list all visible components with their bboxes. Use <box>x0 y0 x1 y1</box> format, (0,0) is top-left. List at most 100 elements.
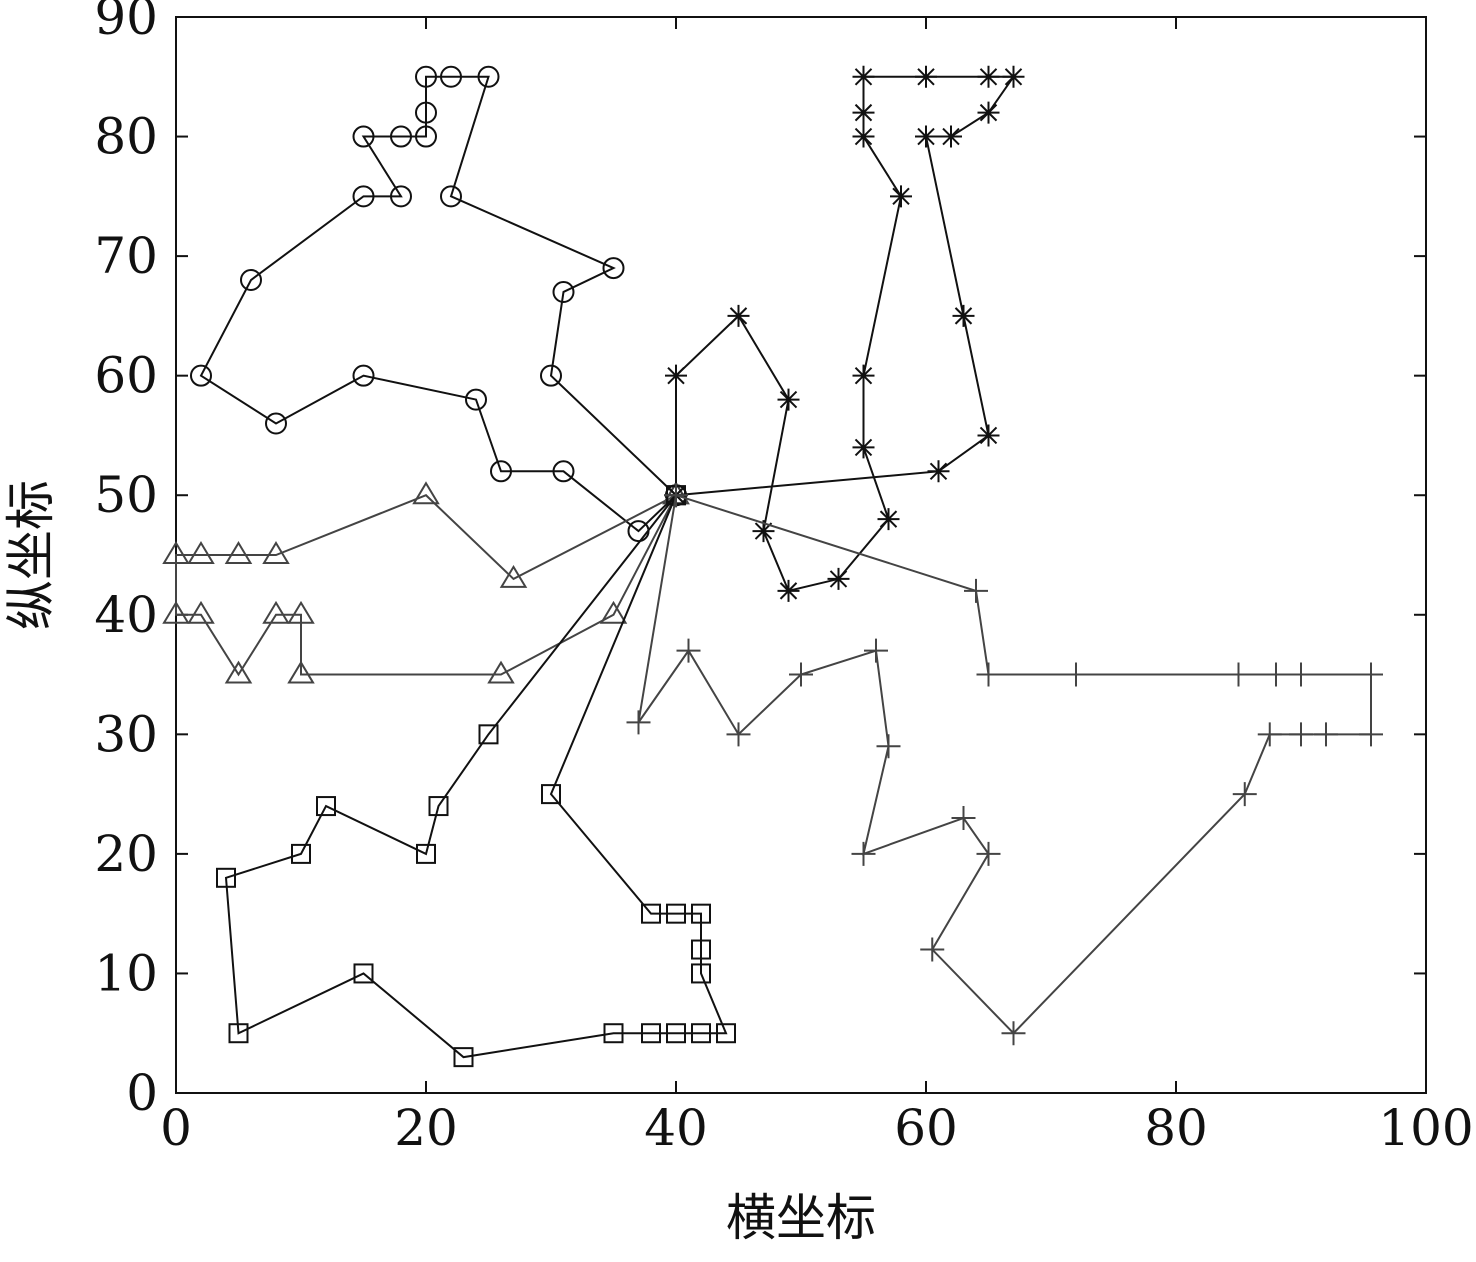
marker <box>187 541 215 564</box>
marker <box>852 436 875 459</box>
marker <box>353 963 374 984</box>
marker <box>1002 65 1025 88</box>
y-tick-label: 0 <box>126 1064 158 1122</box>
marker <box>390 185 412 208</box>
marker <box>777 388 800 411</box>
marker <box>162 600 190 624</box>
marker <box>915 125 937 148</box>
marker <box>851 841 876 866</box>
marker <box>691 963 711 984</box>
marker <box>666 903 686 924</box>
marker <box>162 541 190 564</box>
marker <box>603 1023 624 1044</box>
marker <box>920 937 945 962</box>
marker <box>428 796 449 817</box>
marker <box>187 600 215 624</box>
x-tick-label: 80 <box>1144 1099 1208 1157</box>
marker <box>951 806 976 831</box>
marker <box>415 65 437 88</box>
marker <box>976 662 1001 687</box>
marker <box>487 660 515 684</box>
marker <box>352 125 375 148</box>
marker <box>1359 662 1383 687</box>
marker <box>852 101 875 124</box>
marker <box>552 460 575 483</box>
marker <box>390 125 412 148</box>
marker <box>964 578 988 603</box>
marker <box>641 903 661 924</box>
marker <box>977 65 1000 88</box>
marker <box>641 1023 661 1044</box>
marker <box>626 710 651 735</box>
x-axis-label: 横坐标 <box>726 1189 876 1247</box>
marker <box>262 541 290 564</box>
x-tick-label: 100 <box>1378 1099 1473 1157</box>
marker <box>1257 722 1282 747</box>
marker <box>1289 722 1313 747</box>
marker <box>726 722 751 747</box>
marker <box>1264 662 1288 687</box>
marker <box>415 125 437 148</box>
marker <box>927 460 950 483</box>
marker <box>1232 782 1257 807</box>
marker <box>676 638 701 663</box>
marker <box>1226 662 1251 687</box>
marker <box>665 364 687 387</box>
marker <box>890 185 912 208</box>
x-tick-label: 20 <box>394 1099 458 1157</box>
marker <box>852 125 875 148</box>
marker <box>1314 722 1338 747</box>
x-tick-label: 40 <box>644 1099 708 1157</box>
marker <box>666 1023 686 1044</box>
marker <box>1359 722 1383 747</box>
marker <box>852 364 875 387</box>
marker <box>915 65 937 88</box>
x-tick-label: 0 <box>160 1099 192 1157</box>
route-line <box>224 494 728 1059</box>
y-tick-label: 30 <box>94 705 158 763</box>
marker <box>691 939 711 960</box>
marker <box>877 508 900 531</box>
marker <box>499 564 528 588</box>
marker <box>540 364 562 387</box>
marker <box>240 269 262 292</box>
marker <box>977 424 1000 447</box>
marker <box>440 185 462 208</box>
y-tick-label: 20 <box>94 825 158 883</box>
marker <box>691 903 711 924</box>
marker <box>490 460 512 483</box>
marker <box>552 280 575 303</box>
route-line <box>175 494 677 677</box>
x-tick-label: 60 <box>894 1099 958 1157</box>
y-tick-label: 60 <box>94 347 158 405</box>
marker <box>216 867 236 888</box>
y-tick-label: 50 <box>94 466 158 524</box>
y-tick-label: 10 <box>94 944 158 1002</box>
marker <box>852 65 875 88</box>
marker <box>440 65 462 88</box>
marker <box>977 101 1000 124</box>
marker <box>190 364 212 387</box>
y-axis-label: 纵坐标 <box>2 480 60 630</box>
marker <box>1001 1021 1026 1046</box>
marker <box>789 662 813 687</box>
route-line <box>637 494 1372 1035</box>
marker <box>727 304 750 327</box>
route-line <box>199 75 677 533</box>
marker <box>664 483 688 508</box>
marker <box>478 724 499 745</box>
marker <box>453 1047 474 1068</box>
marker <box>262 600 290 624</box>
marker <box>952 304 975 327</box>
marker <box>876 734 901 759</box>
marker <box>777 579 800 602</box>
marker <box>316 796 336 817</box>
marker <box>602 257 625 280</box>
marker <box>287 600 315 624</box>
marker <box>415 101 437 124</box>
marker <box>940 125 962 148</box>
marker <box>465 388 487 411</box>
y-tick-label: 70 <box>94 227 158 285</box>
marker <box>412 481 440 505</box>
